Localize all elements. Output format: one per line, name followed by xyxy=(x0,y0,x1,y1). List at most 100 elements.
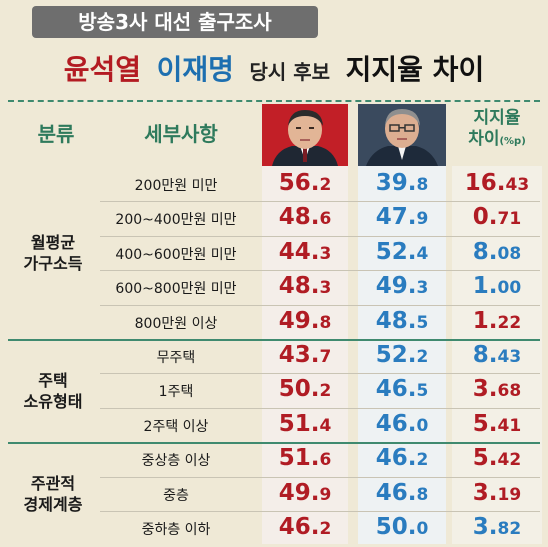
gap-value-dec: 71 xyxy=(497,209,522,230)
gap-value-dec: 43 xyxy=(497,347,522,367)
lee-value-int: 47. xyxy=(375,204,417,231)
header-gap-line2: 차이 xyxy=(468,129,500,149)
row-detail: 800만원 이상 xyxy=(134,315,218,332)
gap-value: 16.43 xyxy=(452,170,542,196)
gap-value-int: 8. xyxy=(472,342,498,368)
lee-value-dec: 0 xyxy=(416,519,429,539)
lee-value-dec: 0 xyxy=(416,415,429,436)
gap-value-int: 8. xyxy=(472,238,498,265)
lee-value-dec: 2 xyxy=(416,347,429,367)
gap-value-dec: 42 xyxy=(497,450,522,471)
table-row: 중상층 이상 51.6 46.2 5.42 xyxy=(0,442,548,477)
lee-photo xyxy=(358,104,446,166)
gap-value: 0.71 xyxy=(452,204,542,230)
row-divider xyxy=(100,235,540,237)
yoon-value: 49.8 xyxy=(262,308,348,334)
gap-column-bg xyxy=(452,166,542,544)
gap-value-dec: 41 xyxy=(497,415,522,436)
yoon-value-int: 48. xyxy=(278,273,320,300)
yoon-value: 48.6 xyxy=(262,204,348,230)
lee-value-int: 46. xyxy=(375,445,417,472)
yoon-value-dec: 6 xyxy=(319,450,332,471)
gap-value-int: 3. xyxy=(472,514,498,540)
lee-value: 46.0 xyxy=(358,411,446,437)
row-detail: 1주택 xyxy=(158,384,194,401)
header-gap-line1: 지지율 xyxy=(473,108,521,128)
table-row: 200~400만원 미만 48.6 47.9 0.71 xyxy=(0,201,548,236)
row-detail: 중하층 이하 xyxy=(141,522,211,538)
row-divider xyxy=(100,201,540,203)
yoon-value: 49.9 xyxy=(262,480,348,506)
lee-value-int: 46. xyxy=(375,376,417,403)
group-label-line2: 소유형태 xyxy=(23,391,83,411)
yoon-value-dec: 3 xyxy=(319,243,332,264)
lee-value: 46.5 xyxy=(358,376,446,402)
header-gap: 지지율 차이(%p) xyxy=(452,108,542,152)
table-row: 중층 49.9 46.8 3.19 xyxy=(0,477,548,512)
row-detail: 무주택 xyxy=(156,350,196,366)
row-divider xyxy=(100,407,540,409)
gap-value: 1.00 xyxy=(452,273,542,299)
group-label-line1: 월평균 xyxy=(30,233,76,252)
gap-value-int: 16. xyxy=(464,170,506,196)
yoon-value: 50.2 xyxy=(262,376,348,402)
lee-value: 46.8 xyxy=(358,480,446,506)
gap-value-int: 1. xyxy=(472,273,498,300)
yoon-value: 56.2 xyxy=(262,170,348,196)
lee-value: 39.8 xyxy=(358,170,446,196)
source-banner: 방송3사 대선 출구조사 xyxy=(32,6,318,38)
group-label-line2: 경제계층 xyxy=(23,494,83,514)
gap-value: 8.43 xyxy=(452,342,542,368)
gap-value-dec: 08 xyxy=(497,243,522,264)
row-detail: 200만원 미만 xyxy=(134,178,218,194)
yoon-value-int: 49. xyxy=(278,307,320,334)
gap-value-int: 3. xyxy=(472,479,498,506)
headline-lee: 이재명 xyxy=(156,53,234,86)
yoon-value-int: 51. xyxy=(278,445,320,472)
yoon-value-int: 49. xyxy=(278,479,320,506)
gap-value: 5.42 xyxy=(452,445,542,471)
yoon-value-dec: 7 xyxy=(319,347,332,367)
lee-value: 46.2 xyxy=(358,445,446,471)
row-detail: 600~800만원 미만 xyxy=(115,281,237,298)
lee-value: 50.0 xyxy=(358,514,446,540)
row-detail: 400~600만원 미만 xyxy=(115,246,237,263)
lee-value: 47.9 xyxy=(358,204,446,230)
lee-value-int: 46. xyxy=(375,479,417,506)
lee-portrait-image xyxy=(358,104,446,166)
group-label-line2: 가구소득 xyxy=(23,254,83,273)
gap-value-dec: 82 xyxy=(497,519,522,539)
table-row: 1주택 50.2 46.5 3.68 xyxy=(0,373,548,408)
headline-yoon: 윤석열 xyxy=(63,53,142,86)
table-header: 분류 세부사항 xyxy=(0,104,548,166)
lee-value: 52.2 xyxy=(358,342,446,368)
lee-value-int: 46. xyxy=(375,410,417,437)
yoon-value: 44.3 xyxy=(262,239,348,265)
yoon-value-int: 51. xyxy=(278,410,320,437)
headline-tail: 지지율 차이 xyxy=(345,53,485,86)
row-detail: 200~400만원 미만 xyxy=(115,212,237,229)
lee-value-int: 52. xyxy=(375,238,417,265)
gap-value-dec: 00 xyxy=(497,278,522,299)
lee-value-dec: 8 xyxy=(416,175,429,195)
table-row: 400~600만원 미만 44.3 52.4 8.08 xyxy=(0,236,548,271)
table-row: 800만원 이상 49.8 48.5 1.22 xyxy=(0,305,548,340)
yoon-value: 51.6 xyxy=(262,445,348,471)
row-divider xyxy=(100,476,540,478)
lee-value-dec: 5 xyxy=(416,312,429,333)
yoon-column-bg xyxy=(262,166,348,544)
gap-value-dec: 22 xyxy=(497,312,522,333)
row-divider xyxy=(100,270,540,272)
group-label: 주택 소유형태 xyxy=(10,370,96,412)
row-detail: 중상층 이상 xyxy=(141,453,211,470)
lee-value-dec: 2 xyxy=(416,450,429,471)
row-detail: 중층 xyxy=(163,487,189,504)
table-row: 600~800만원 미만 48.3 49.3 1.00 xyxy=(0,270,548,305)
yoon-value-dec: 3 xyxy=(319,278,332,299)
lee-value-dec: 8 xyxy=(416,484,429,505)
yoon-value-dec: 2 xyxy=(319,381,332,402)
row-divider xyxy=(100,373,540,375)
header-category: 분류 xyxy=(37,122,75,146)
